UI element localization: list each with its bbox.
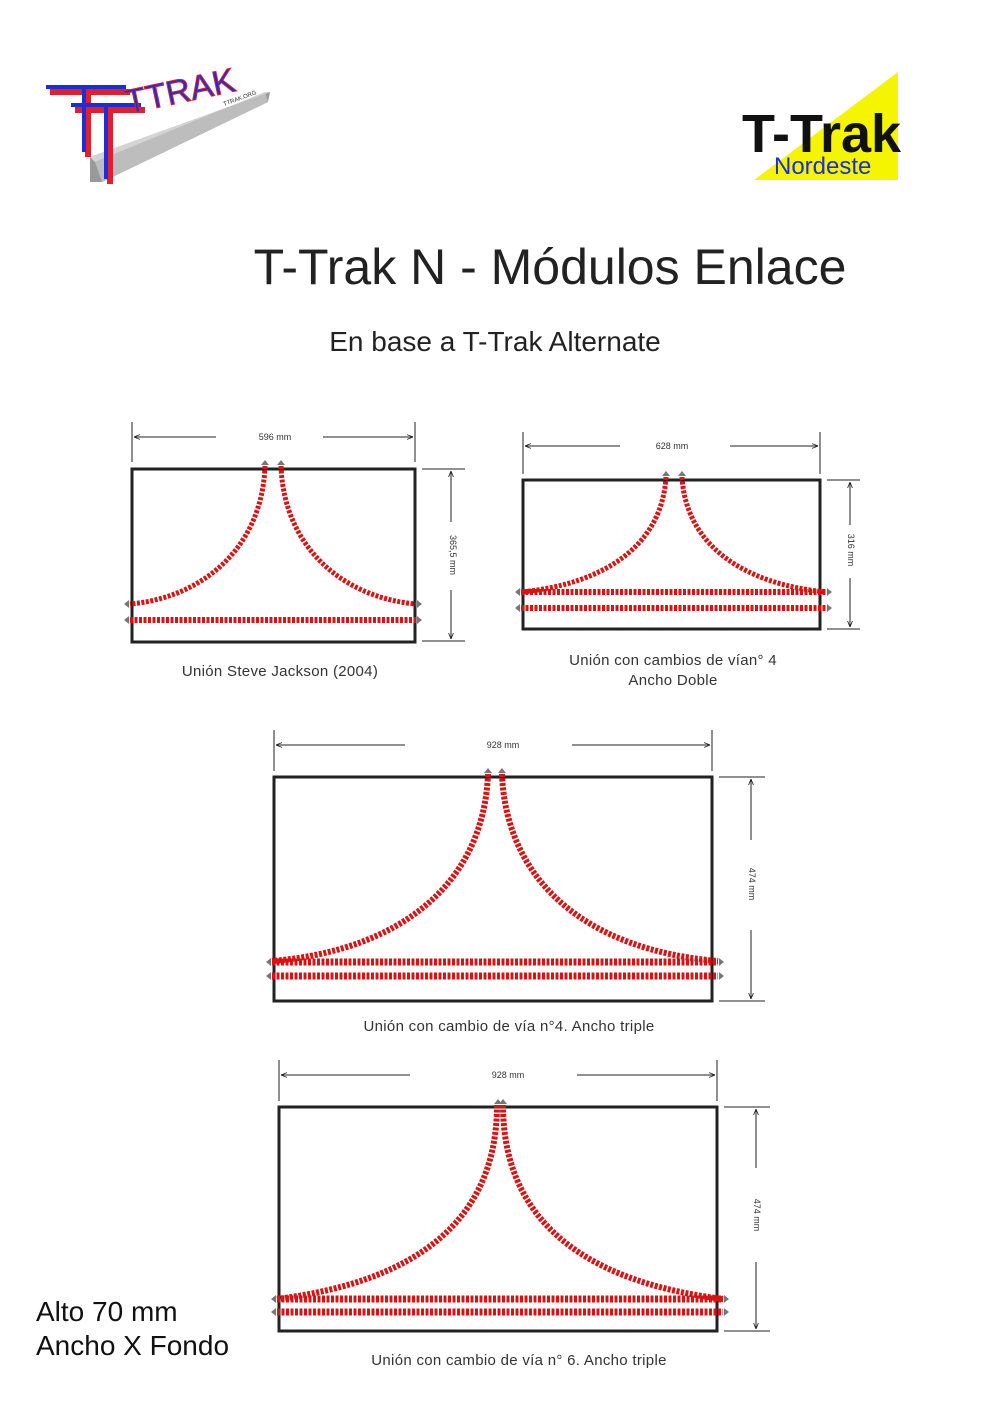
module-4: 928 mm 474 mm — [271, 1060, 770, 1333]
module-2-caption-line2: Ancho Doble — [628, 672, 718, 689]
logo-sub-text: Nordeste — [774, 153, 871, 180]
page-title: T-Trak N - Módulos Enlace — [253, 239, 847, 295]
module-2-width-label: 628 mm — [656, 441, 689, 451]
module-3-frame — [272, 775, 714, 1003]
ttrak-logo-graphic: TTRAK TTRAK.ORG — [46, 61, 270, 184]
module-1-depth-label: 365,5 mm — [448, 535, 458, 575]
module-1: 596 mm 365,5 mm — [124, 422, 465, 644]
page-subtitle: En base a T-Trak Alternate — [329, 326, 661, 357]
module-1-width-label: 596 mm — [259, 432, 292, 442]
module-2: 628 mm 316 mm — [515, 432, 860, 631]
module-2-depth-label: 316 mm — [846, 534, 856, 567]
module-1-caption: Unión Steve Jackson (2004) — [181, 663, 379, 680]
module-3-width-label: 928 mm — [487, 740, 520, 750]
height-note: Alto 70 mm — [36, 1296, 178, 1327]
module-1-frame — [130, 467, 417, 644]
module-4-width-label: 928 mm — [492, 1070, 525, 1080]
module-4-caption: Unión con cambio de vía n° 6. Ancho trip… — [371, 1352, 667, 1369]
module-2-caption: Unión con cambios de vían° 4 — [569, 652, 777, 669]
module-3-depth-label: 474 mm — [747, 868, 757, 901]
logo-main-text: T-Trak — [742, 104, 902, 164]
module-4-depth-label: 474 mm — [752, 1199, 762, 1232]
size-note: Ancho X Fondo — [36, 1330, 230, 1361]
ttrak-nordeste-logo: T-Trak Nordeste — [740, 70, 920, 190]
ttrak-logo: TTRAK TTRAK.ORG — [40, 61, 280, 202]
ttrak-nordeste-logo-graphic: T-Trak Nordeste — [742, 72, 902, 180]
module-3: 928 mm 474 mm — [266, 730, 765, 1003]
module-2-frame — [521, 478, 822, 631]
module-3-caption: Unión con cambio de vía n°4. Ancho tripl… — [363, 1018, 655, 1035]
